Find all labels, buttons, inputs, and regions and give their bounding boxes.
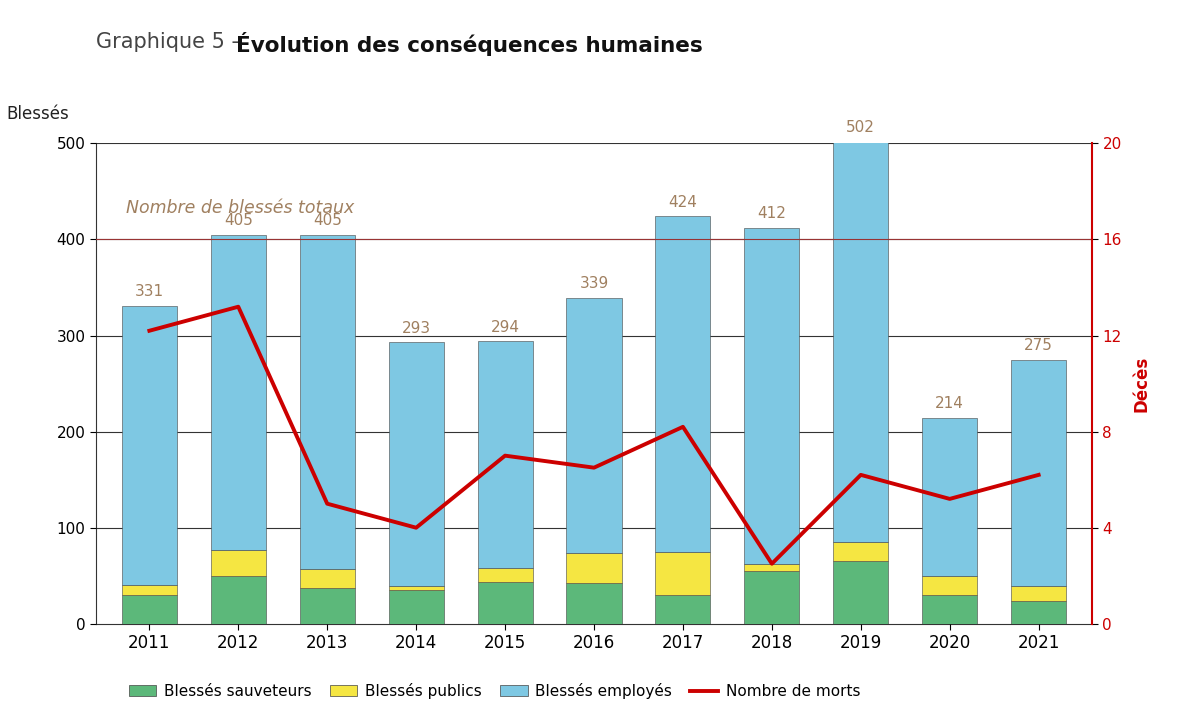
Bar xyxy=(566,584,622,624)
Bar xyxy=(211,550,266,576)
Bar xyxy=(211,234,266,550)
Legend: Blessés sauveteurs, Blessés publics, Blessés employés, Nombre de morts: Blessés sauveteurs, Blessés publics, Ble… xyxy=(122,677,866,705)
Bar xyxy=(478,568,533,582)
Bar xyxy=(1012,360,1067,587)
Bar xyxy=(922,595,977,624)
Bar xyxy=(389,590,444,624)
Bar xyxy=(121,595,176,624)
Bar xyxy=(478,341,533,568)
Bar xyxy=(300,234,355,569)
Bar xyxy=(922,418,977,576)
Text: Nombre de blessés totaux: Nombre de blessés totaux xyxy=(126,199,354,217)
Bar xyxy=(833,542,888,561)
Bar xyxy=(655,595,710,624)
Text: Blessés: Blessés xyxy=(6,105,70,123)
Bar xyxy=(389,342,444,587)
Text: 339: 339 xyxy=(580,276,608,291)
Bar xyxy=(833,561,888,624)
Text: 405: 405 xyxy=(313,213,342,228)
Bar xyxy=(744,564,799,571)
Bar xyxy=(300,588,355,624)
Bar xyxy=(478,582,533,624)
Bar xyxy=(1012,587,1067,601)
Bar xyxy=(121,305,176,585)
Text: 331: 331 xyxy=(134,284,164,299)
Bar xyxy=(389,587,444,590)
Text: Évolution des conséquences humaines: Évolution des conséquences humaines xyxy=(236,32,703,56)
Text: 214: 214 xyxy=(935,397,964,412)
Text: 502: 502 xyxy=(846,120,875,135)
Bar xyxy=(121,585,176,595)
Bar xyxy=(922,576,977,595)
Text: 275: 275 xyxy=(1025,338,1054,353)
Bar xyxy=(566,553,622,584)
Bar xyxy=(744,228,799,564)
Y-axis label: Décès: Décès xyxy=(1133,356,1151,412)
Bar xyxy=(211,576,266,624)
Text: 412: 412 xyxy=(757,206,786,222)
Text: 405: 405 xyxy=(224,213,253,228)
Bar xyxy=(566,298,622,553)
Bar xyxy=(833,141,888,542)
Bar xyxy=(655,217,710,552)
Bar xyxy=(744,571,799,624)
Bar xyxy=(300,569,355,588)
Bar xyxy=(1012,601,1067,624)
Bar xyxy=(655,552,710,595)
Text: 294: 294 xyxy=(491,320,520,335)
Text: Graphique 5 –: Graphique 5 – xyxy=(96,32,248,52)
Text: 293: 293 xyxy=(402,320,431,336)
Text: 424: 424 xyxy=(668,195,697,209)
